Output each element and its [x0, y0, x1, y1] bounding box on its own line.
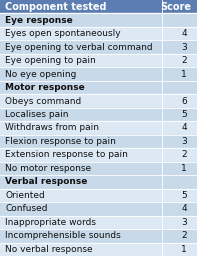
Bar: [0, 162, 197, 175]
Bar: [0, 54, 197, 67]
Text: Eyes open spontaneously: Eyes open spontaneously: [5, 29, 121, 38]
Text: 1: 1: [181, 164, 187, 173]
Text: 4: 4: [181, 123, 187, 133]
Text: Motor response: Motor response: [5, 83, 85, 92]
Bar: [0, 148, 197, 162]
Text: 1: 1: [181, 245, 187, 254]
Bar: [0, 121, 197, 135]
Text: Extension response to pain: Extension response to pain: [5, 151, 128, 159]
Text: 3: 3: [181, 137, 187, 146]
Bar: [0, 216, 197, 229]
Text: Score: Score: [160, 2, 191, 12]
Text: Incomprehensible sounds: Incomprehensible sounds: [5, 231, 121, 240]
Text: Withdraws from pain: Withdraws from pain: [5, 123, 99, 133]
Text: 5: 5: [181, 110, 187, 119]
Text: 2: 2: [181, 56, 187, 65]
Text: 4: 4: [181, 29, 187, 38]
Bar: [0, 94, 197, 108]
Bar: [0, 67, 197, 81]
Text: Eye response: Eye response: [5, 16, 73, 25]
Bar: [0, 189, 197, 202]
Bar: [0, 175, 197, 189]
Bar: [0, 242, 197, 256]
Text: 3: 3: [181, 218, 187, 227]
Text: Obeys command: Obeys command: [5, 97, 81, 105]
Text: Oriented: Oriented: [5, 191, 45, 200]
Bar: [0, 40, 197, 54]
Bar: [0, 0, 197, 14]
Text: 5: 5: [181, 191, 187, 200]
Text: Eye opening to verbal command: Eye opening to verbal command: [5, 43, 153, 52]
Text: 2: 2: [181, 231, 187, 240]
Text: 2: 2: [181, 151, 187, 159]
Bar: [0, 202, 197, 216]
Bar: [0, 27, 197, 40]
Text: No eye opening: No eye opening: [5, 70, 76, 79]
Bar: [0, 14, 197, 27]
Text: No verbal response: No verbal response: [5, 245, 93, 254]
Text: Localises pain: Localises pain: [5, 110, 69, 119]
Text: Confused: Confused: [5, 204, 47, 213]
Text: Flexion response to pain: Flexion response to pain: [5, 137, 116, 146]
Text: 1: 1: [181, 70, 187, 79]
Text: No motor response: No motor response: [5, 164, 91, 173]
Text: 4: 4: [181, 204, 187, 213]
Bar: [0, 135, 197, 148]
Bar: [0, 108, 197, 121]
Text: 3: 3: [181, 43, 187, 52]
Text: 6: 6: [181, 97, 187, 105]
Text: Component tested: Component tested: [5, 2, 107, 12]
Bar: [0, 81, 197, 94]
Text: Inappropriate words: Inappropriate words: [5, 218, 96, 227]
Text: Eye opening to pain: Eye opening to pain: [5, 56, 96, 65]
Bar: [0, 229, 197, 242]
Text: Verbal response: Verbal response: [5, 177, 87, 186]
